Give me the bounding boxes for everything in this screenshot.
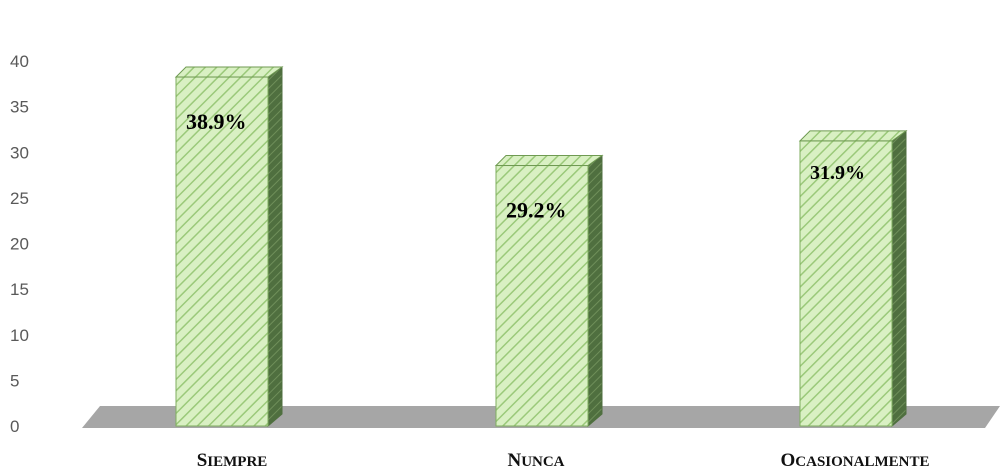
- bar-nunca: 29.2%: [494, 154, 604, 428]
- bar-side: [587, 154, 603, 428]
- y-tick-label: 5: [10, 371, 19, 390]
- bars-layer: 38.9% 29.2% 31.9%: [174, 66, 908, 428]
- bar-side: [267, 66, 283, 428]
- y-tick-label: 0: [10, 417, 19, 436]
- data-label: 29.2%: [506, 198, 567, 223]
- y-axis: 0 5 10 15 20 25 30 35 40: [10, 52, 29, 436]
- bar-siempre: 38.9%: [174, 66, 284, 428]
- x-tick-label: OCASIONALMENTE: [781, 450, 930, 471]
- bar-ocasionalmente: 31.9%: [798, 129, 908, 428]
- y-tick-label: 35: [10, 98, 29, 117]
- bar-top: [174, 66, 284, 78]
- bar-top: [798, 130, 908, 142]
- y-tick-label: 40: [10, 52, 29, 71]
- bar-front: [495, 165, 589, 427]
- bar-side: [891, 129, 907, 428]
- bar-front: [175, 76, 269, 427]
- bar-top: [494, 155, 604, 167]
- y-tick-label: 25: [10, 189, 29, 208]
- x-axis: SIEMPRE NUNCA OCASIONALMENTE: [197, 450, 930, 471]
- data-label: 38.9%: [186, 109, 247, 134]
- y-tick-label: 30: [10, 143, 29, 162]
- y-tick-label: 10: [10, 326, 29, 345]
- y-tick-label: 20: [10, 235, 29, 254]
- x-tick-label: SIEMPRE: [197, 450, 268, 471]
- bar-front: [799, 140, 893, 427]
- data-label: 31.9%: [810, 162, 865, 184]
- x-tick-label: NUNCA: [507, 450, 564, 471]
- y-tick-label: 15: [10, 280, 29, 299]
